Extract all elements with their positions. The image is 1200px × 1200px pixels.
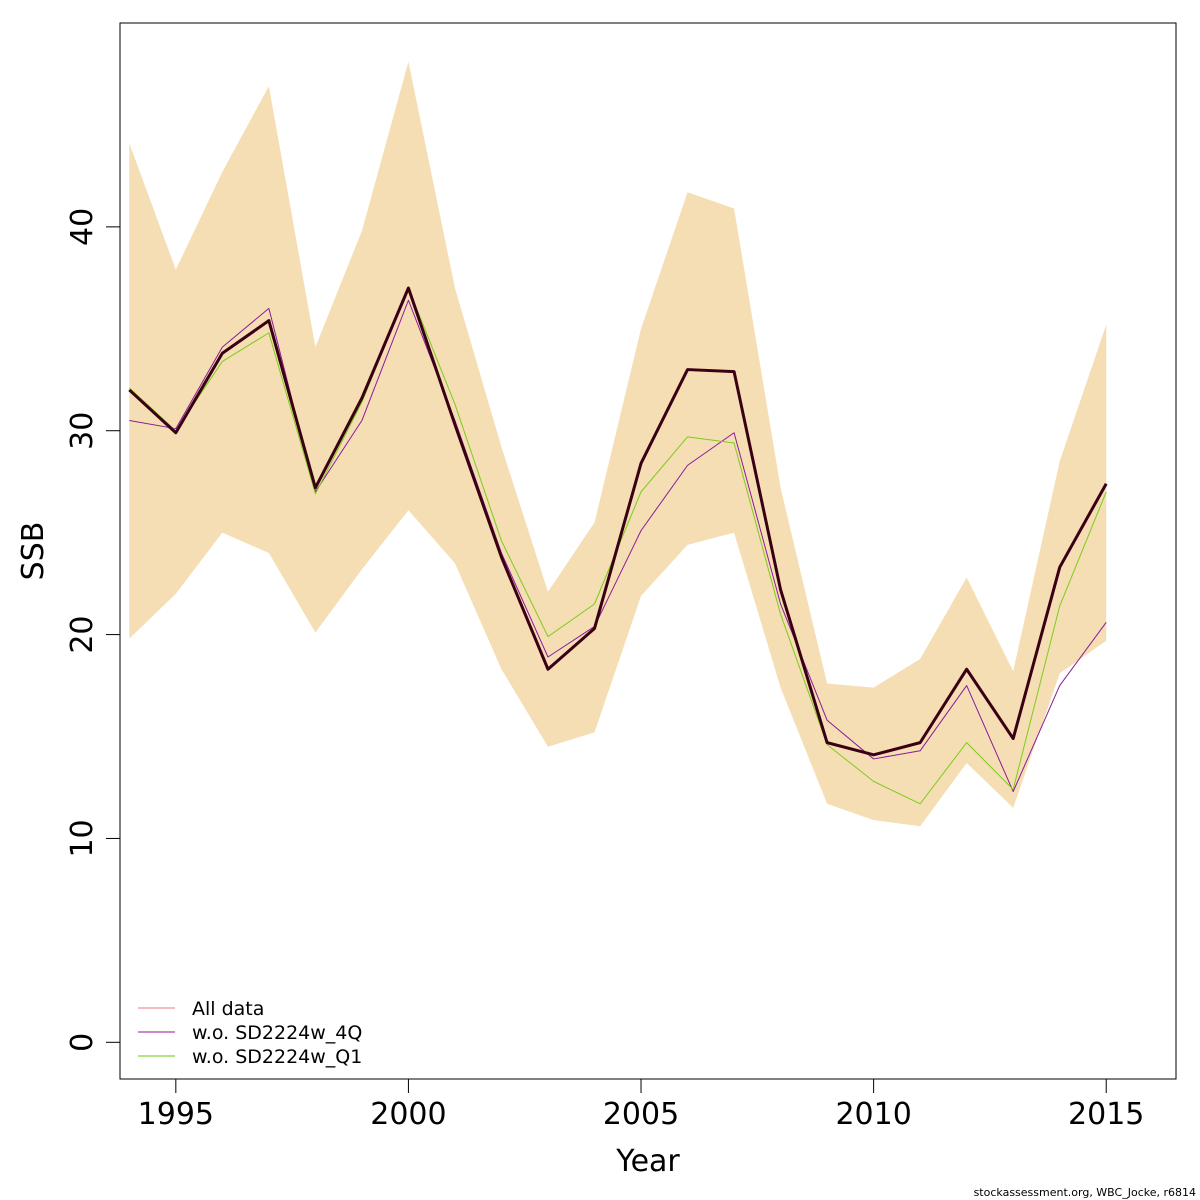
footer-credit: stockassessment.org, WBC_Jocke, r6814	[974, 1186, 1196, 1199]
plot-frame	[119, 22, 1177, 1080]
series-line-estimate	[128, 286, 1108, 757]
x-tick-label: 2015	[1068, 1097, 1144, 1132]
x-axis: 1995 2000 2005 2010 2015	[138, 1079, 1144, 1132]
y-tick-label: 30	[65, 412, 100, 450]
series-layer	[128, 286, 1108, 805]
legend-label: w.o. SD2224w_4Q	[192, 1022, 362, 1044]
confidence-band-layer	[129, 61, 1107, 827]
x-tick-label: 1995	[138, 1097, 214, 1132]
y-tick-label: 40	[65, 208, 100, 246]
y-tick-label: 0	[65, 1033, 100, 1052]
confidence-band	[129, 61, 1107, 827]
x-axis-title: Year	[615, 1144, 680, 1179]
x-tick-label: 2005	[603, 1097, 679, 1132]
y-axis-title: SSB	[16, 522, 51, 581]
x-tick-label: 2010	[835, 1097, 911, 1132]
y-tick-label: 20	[65, 615, 100, 653]
x-tick-label: 2000	[370, 1097, 446, 1132]
legend-label: All data	[192, 998, 264, 1020]
legend-label: w.o. SD2224w_Q1	[192, 1046, 362, 1068]
y-axis: 0 10 20 30 40	[65, 208, 120, 1052]
y-tick-label: 10	[65, 819, 100, 857]
